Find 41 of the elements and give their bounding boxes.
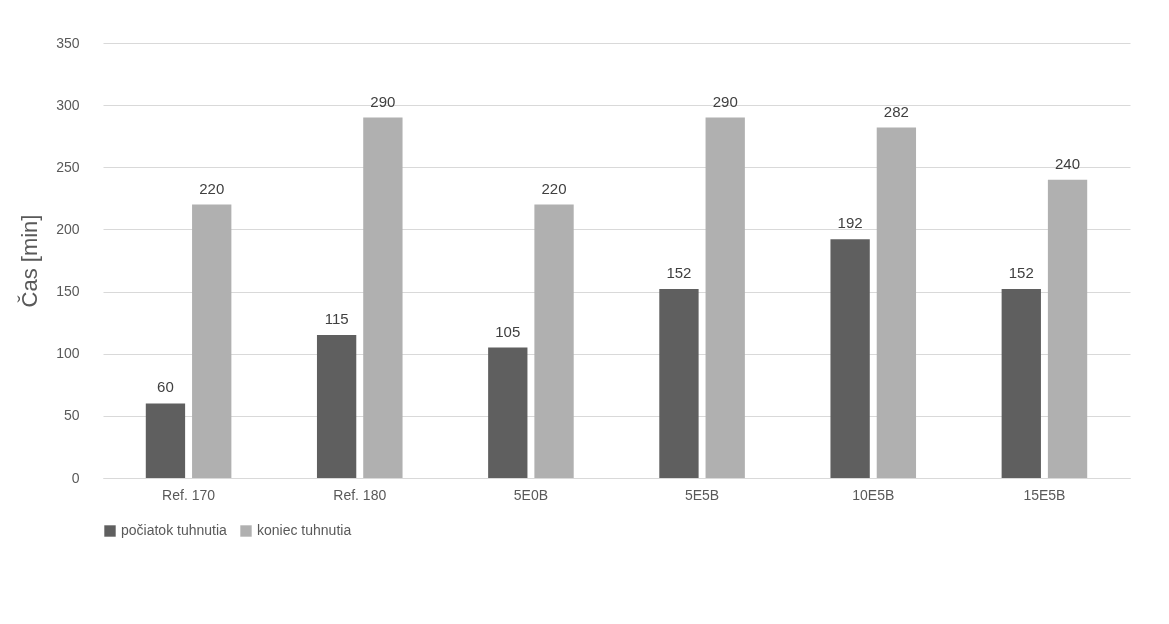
legend-label: počiatok tuhnutia — [121, 522, 228, 538]
y-tick-label: 250 — [56, 158, 80, 175]
bar — [1001, 289, 1041, 478]
x-tick-label: 5E5B — [684, 486, 720, 503]
bar — [192, 204, 232, 478]
y-axis-title: Čas [min] — [17, 214, 43, 308]
data-label: 60 — [157, 378, 174, 396]
bar — [145, 403, 186, 478]
data-label: 192 — [837, 214, 863, 232]
bar — [830, 239, 870, 478]
data-label: 290 — [712, 92, 738, 110]
data-label: 240 — [1055, 154, 1081, 172]
data-label: 152 — [1008, 264, 1034, 282]
bar — [316, 335, 357, 478]
data-label: 115 — [324, 310, 349, 328]
x-tick-label: 15E5B — [1023, 486, 1066, 503]
bar — [659, 289, 699, 478]
bar — [1047, 179, 1088, 478]
y-tick-label: 350 — [56, 34, 80, 51]
bar — [363, 117, 403, 478]
y-tick-label: 200 — [56, 220, 80, 237]
x-tick-label: 5E0B — [513, 486, 549, 503]
y-tick-label: 100 — [56, 345, 80, 362]
y-tick-label: 0 — [71, 469, 80, 486]
x-tick-label: Ref. 170 — [162, 486, 216, 503]
bar — [488, 347, 528, 478]
legend-label: koniec tuhnutia — [257, 522, 352, 538]
x-tick-label: 10E5B — [852, 486, 895, 503]
data-label: 152 — [666, 264, 692, 282]
data-label: 290 — [370, 92, 396, 110]
y-tick-label: 50 — [63, 407, 80, 424]
data-label: 105 — [495, 322, 521, 340]
y-tick-label: 150 — [56, 283, 80, 300]
data-label: 282 — [883, 102, 909, 120]
data-label: 220 — [541, 179, 567, 197]
x-tick-label: Ref. 180 — [333, 486, 387, 503]
bar — [534, 204, 574, 478]
y-tick-label: 300 — [56, 96, 80, 113]
data-label: 220 — [199, 179, 225, 197]
bar — [876, 127, 917, 478]
bar — [705, 117, 745, 478]
